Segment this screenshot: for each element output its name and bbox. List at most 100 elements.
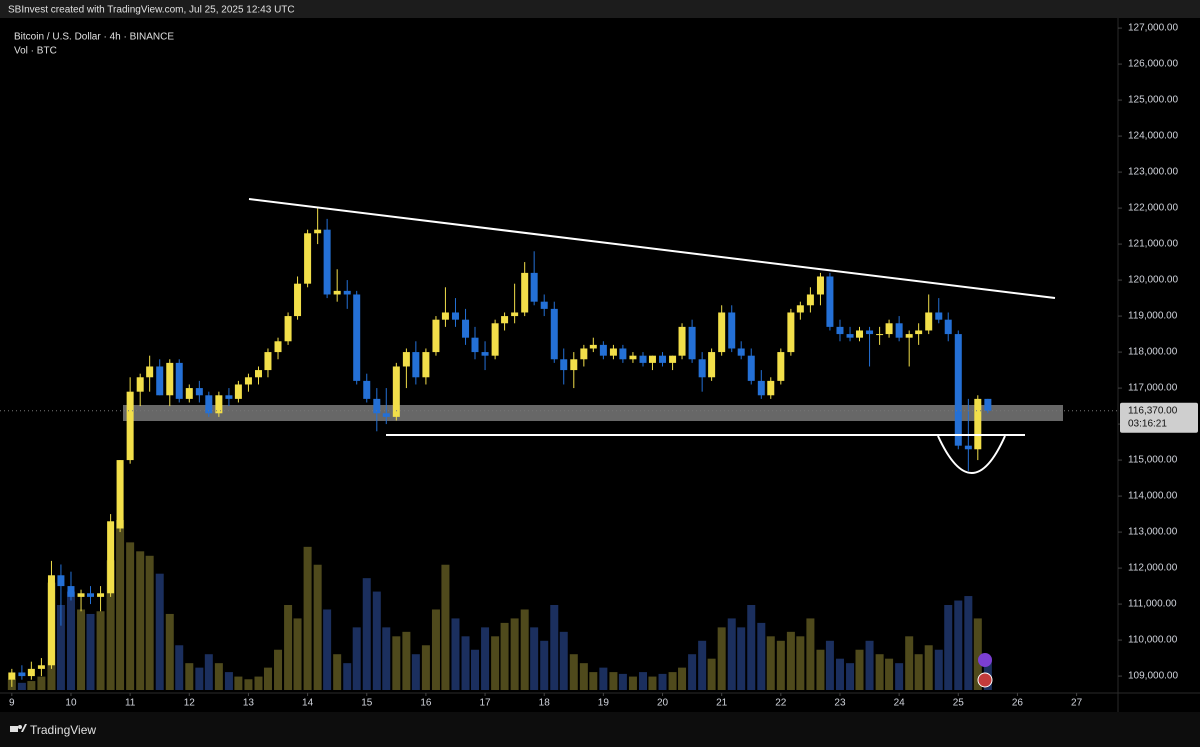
candle-body	[255, 370, 263, 378]
volume-bar	[411, 654, 420, 690]
y-tick-label: 112,000.00	[1128, 563, 1178, 574]
volume-bar	[313, 564, 322, 690]
volume-bar	[579, 663, 588, 690]
candle-body	[747, 355, 755, 381]
x-tick-label: 24	[894, 698, 906, 709]
candle-body	[806, 294, 814, 306]
candle-body	[451, 312, 459, 320]
footer-brand: TradingView	[30, 723, 96, 737]
cup-shape	[937, 435, 1006, 474]
candle-body	[895, 323, 903, 338]
volume-bar	[362, 578, 371, 690]
candle-body	[205, 395, 213, 414]
candle-body	[589, 344, 597, 349]
volume-bar	[540, 640, 549, 690]
x-tick-label: 16	[420, 698, 432, 709]
candle-body	[944, 319, 952, 335]
x-tick-label: 19	[598, 698, 610, 709]
volume-bar	[865, 640, 874, 690]
volume-bar	[510, 618, 519, 690]
volume-bar	[973, 618, 982, 690]
candle-body	[580, 348, 588, 360]
volume-bar	[56, 605, 65, 690]
volume-bar	[96, 611, 105, 690]
support-zone	[123, 405, 1063, 421]
x-tick-label: 26	[1012, 698, 1024, 709]
flag-icon[interactable]	[977, 672, 993, 688]
volume-bar	[392, 636, 401, 690]
volume-bar	[569, 654, 578, 690]
candle-body	[382, 413, 390, 417]
candle-body	[146, 366, 154, 378]
candle-body	[876, 334, 884, 336]
volume-bar	[195, 667, 204, 690]
candle-body	[126, 391, 134, 461]
candle-body	[629, 355, 637, 360]
volume-bar	[402, 631, 411, 690]
x-tick-label: 18	[539, 698, 551, 709]
candle-body	[57, 575, 65, 587]
candle-body	[648, 355, 656, 363]
candle-body	[885, 323, 893, 335]
candle-body	[796, 305, 804, 313]
x-tick-label: 14	[302, 698, 314, 709]
candle-body	[18, 672, 26, 677]
volume-layer	[7, 520, 992, 690]
candle-body	[530, 272, 538, 302]
candle-body	[737, 348, 745, 356]
candle-body	[491, 323, 499, 356]
volume-bar	[618, 673, 627, 690]
candle-body	[353, 294, 361, 381]
candle-body	[964, 445, 972, 450]
volume-bar	[835, 658, 844, 690]
candle-body	[412, 352, 420, 378]
volume-bar	[27, 681, 36, 690]
volume-bar	[441, 564, 450, 690]
volume-bar	[303, 546, 312, 690]
candle-body	[866, 330, 874, 335]
volume-bar	[323, 609, 332, 690]
x-tick-label: 21	[716, 698, 728, 709]
y-tick-label: 117,000.00	[1128, 383, 1178, 394]
candle-body	[855, 330, 863, 338]
candle-body	[777, 352, 785, 381]
volume-bar	[431, 609, 440, 690]
candle-body	[156, 366, 164, 396]
volume-bar	[875, 654, 884, 690]
y-tick-label: 121,000.00	[1128, 239, 1178, 250]
volume-bar	[461, 636, 470, 690]
x-tick-label: 11	[125, 698, 136, 709]
candle-body	[787, 312, 795, 353]
candle-body	[540, 301, 548, 309]
candle-body	[816, 276, 824, 295]
volume-bar	[914, 654, 923, 690]
volume-bar	[234, 676, 243, 690]
event-icon[interactable]	[978, 653, 992, 667]
candle-body	[925, 312, 933, 331]
candle-body	[116, 460, 124, 529]
volume-bar	[658, 673, 667, 690]
candle-body	[521, 272, 529, 313]
candle-body	[8, 672, 16, 680]
candle-body	[688, 326, 696, 360]
volume-bar	[796, 636, 805, 690]
x-tick-label: 17	[479, 698, 491, 709]
y-tick-label: 127,000.00	[1128, 23, 1178, 34]
candle-body	[599, 344, 607, 356]
volume-bar	[934, 649, 943, 690]
candle-body	[215, 395, 223, 414]
candle-body	[481, 352, 489, 356]
y-tick-label: 122,000.00	[1128, 203, 1178, 214]
volume-bar	[678, 667, 687, 690]
x-tick-label: 27	[1071, 698, 1083, 709]
volume-bar	[825, 640, 834, 690]
candle-layer	[8, 208, 992, 687]
volume-bar	[698, 640, 707, 690]
volume-bar	[372, 591, 381, 690]
volume-bar	[263, 667, 272, 690]
y-tick-label: 113,000.00	[1128, 527, 1178, 538]
volume-bar	[786, 631, 795, 690]
volume-bar	[806, 618, 815, 690]
volume-bar	[550, 605, 559, 690]
volume-bar	[106, 560, 115, 690]
